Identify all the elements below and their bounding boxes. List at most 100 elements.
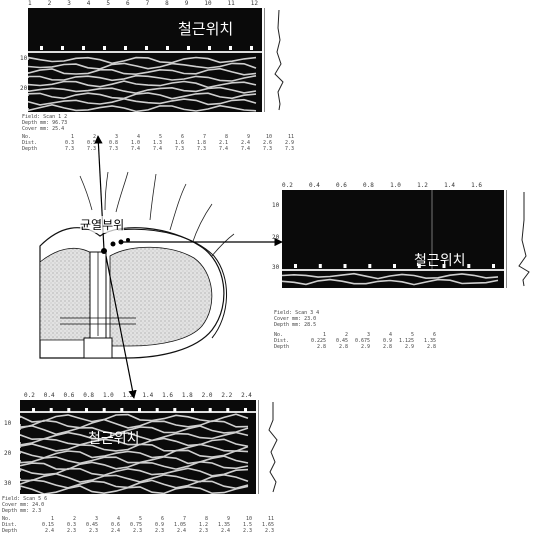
table-cell: 7: [202, 134, 206, 140]
rebar-reflection: [173, 408, 177, 412]
inner-fill: [39, 247, 97, 341]
radar-reflection-band: [20, 443, 249, 452]
table-cell: 0.75: [129, 522, 142, 528]
radar-reflection-band: [20, 425, 249, 436]
table-cell: 0.8: [108, 140, 118, 146]
radar-reflection-band: [20, 413, 249, 423]
table-cell: 9: [246, 134, 250, 140]
ruler-tick-label: 10: [204, 0, 212, 7]
meta-line: Depth mm: 2.3: [2, 508, 42, 514]
rebar-reflection: [318, 264, 322, 268]
radar-reflection-band: [20, 431, 249, 442]
radar-reflection-band: [28, 80, 257, 89]
radar-reflection-band: [28, 103, 257, 112]
table-cell: 1.35: [423, 338, 436, 344]
table-cell: 11: [267, 516, 274, 522]
rebar-reflection: [67, 408, 71, 412]
ruler-tick-label: 1.0: [390, 182, 401, 189]
table-cell: 0.6: [110, 522, 120, 528]
rebar-reflection: [61, 46, 64, 50]
pier-column: [89, 251, 107, 343]
scan-top-ytick: 20: [20, 85, 28, 92]
table-cell: 0.15: [41, 522, 54, 528]
meta-line: Field: Scan 5 6: [2, 496, 48, 502]
table-cell: 7.3: [174, 146, 184, 152]
table-cell: 0.5: [86, 140, 96, 146]
ruler-tick-label: 0.6: [63, 392, 75, 399]
table-cell: 7.4: [218, 146, 228, 152]
radar-reflection-band: [282, 278, 499, 286]
table-cell: 2.8: [426, 344, 436, 350]
table-cell: 1.35: [217, 522, 230, 528]
radar-reflection-band: [20, 485, 249, 494]
table-cell: 2.8: [382, 344, 392, 350]
table-cell: 11: [287, 134, 294, 140]
crack-points: [101, 238, 130, 254]
ruler-tick-label: 2.4: [241, 392, 252, 399]
table-cell: 3: [366, 332, 370, 338]
radar-reflection-band: [28, 86, 257, 95]
ruler-tick-label: 8: [165, 0, 169, 7]
ruler-tick-label: 1.4: [444, 182, 455, 189]
table-cell: 0.9: [382, 338, 392, 344]
scan-bottom-trace: [258, 400, 287, 494]
ruler-tick-label: 1: [28, 0, 32, 7]
scan-right-ytick: 20: [272, 234, 280, 241]
rebar-reflection: [187, 46, 190, 50]
table-cell: No.: [2, 516, 12, 522]
table-cell: 0.45: [85, 522, 98, 528]
table-cell: 7.3: [196, 146, 206, 152]
table-cell: 2.4: [240, 140, 250, 146]
radar-reflection-band: [20, 472, 249, 483]
rebar-reflection: [492, 264, 495, 268]
rebar-reflection: [166, 46, 169, 50]
table-cell: 0.225: [310, 338, 326, 344]
table-cell: 6: [180, 134, 184, 140]
radar-reflection-band: [20, 437, 249, 448]
ruler-tick-label: 0.4: [309, 182, 320, 189]
table-cell: 0.9: [154, 522, 164, 528]
ruler-tick-label: 2.0: [201, 392, 213, 399]
table-cell: 2.3: [66, 528, 76, 534]
scan-bottom-ytick: 30: [4, 480, 12, 487]
table-cell: 1.0: [130, 140, 140, 146]
scan-right-trace: [506, 190, 541, 288]
ruler-tick-label: 6: [125, 0, 130, 7]
scan-right-meta: Field: Scan 3 4 Cover mm: 23.0 Depth mm:…: [274, 310, 319, 328]
table-row: Depth 2.8 2.8 2.9 2.8 2.9 2.8: [274, 344, 436, 350]
ruler-tick-label: 0.8: [83, 392, 95, 399]
table-cell: 2.8: [316, 344, 326, 350]
radar-reflection-band: [28, 62, 257, 70]
table-cell: 9: [226, 516, 230, 522]
table-cell: 3: [114, 134, 118, 140]
table-cell: 6: [432, 332, 436, 338]
rebar-reflection: [417, 264, 421, 268]
rebar-reflection: [208, 408, 212, 412]
rebar-reflection: [226, 408, 230, 412]
table-cell: 4: [136, 134, 140, 140]
table-cell: 1: [322, 332, 326, 338]
scan-bottom-ytick: 10: [4, 420, 12, 427]
table-cell: 1.125: [398, 338, 414, 344]
scan-right-panel: 0.2 0.4 0.6 0.8 1.0 1.2 1.4 1.6 철근위치 10 20 30 F…: [272, 182, 551, 362]
meta-line: Cover mm: 25.4: [22, 126, 65, 132]
rebar-reflection: [393, 264, 396, 268]
ruler-tick-label: 0.2: [24, 392, 35, 399]
ruler-tick-label: 0.2: [282, 182, 293, 189]
ruler-tick-label: 1.2: [122, 392, 134, 399]
rebar-reflection: [155, 408, 159, 412]
table-cell: 4: [116, 516, 120, 522]
table-cell: 0.3: [66, 522, 76, 528]
table-row: Dist. 0.3 0.5 0.8 1.0 1.3 1.6 1.8 2.1 2.4 2.6 2.9: [22, 140, 294, 146]
scan-bottom-image: 철근위치: [20, 400, 256, 494]
table-cell: 6: [160, 516, 164, 522]
ruler-tick-label: 0.6: [336, 182, 347, 189]
table-cell: Dist.: [22, 140, 38, 146]
table-cell: 5: [410, 332, 414, 338]
scan-top-image: 철근위치: [28, 8, 262, 112]
table-cell: 1.8: [196, 140, 206, 146]
meta-line: Field: Scan 3 4: [274, 310, 320, 316]
ruler-tick-label: 1.6: [162, 392, 173, 399]
rebar-position-label-top: 철근위치: [178, 20, 234, 38]
table-cell: 7.3: [284, 146, 294, 152]
